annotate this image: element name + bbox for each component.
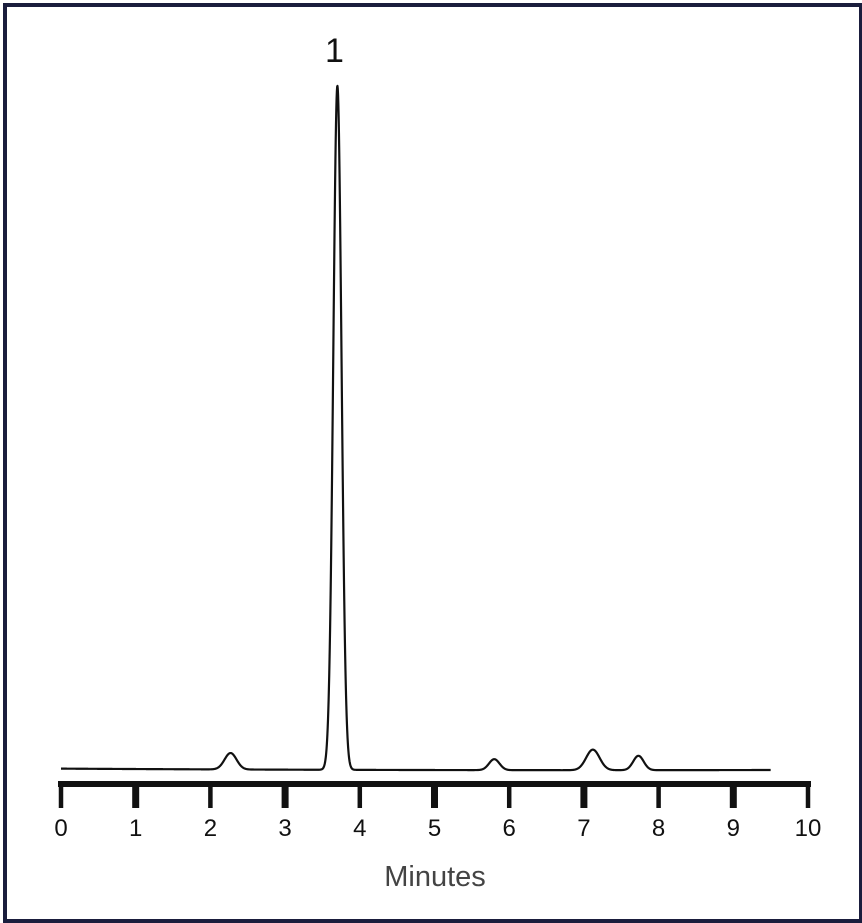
x-tick-label-8: 8 bbox=[652, 815, 665, 842]
x-tick-label-1: 1 bbox=[129, 815, 142, 842]
peak-label-1: 1 bbox=[325, 32, 344, 70]
x-tick-label-2: 2 bbox=[204, 815, 217, 842]
x-tick-label-6: 6 bbox=[503, 815, 516, 842]
x-tick-label-4: 4 bbox=[353, 815, 366, 842]
peak-labels: 1 bbox=[325, 32, 344, 70]
x-tick-label-0: 0 bbox=[54, 815, 67, 842]
x-tick-label-9: 9 bbox=[727, 815, 740, 842]
x-tick-label-3: 3 bbox=[278, 815, 291, 842]
chromatogram-trace bbox=[60, 84, 772, 772]
x-tick-label-10: 10 bbox=[795, 815, 822, 842]
x-axis-title: Minutes bbox=[384, 861, 486, 893]
x-tick-label-5: 5 bbox=[428, 815, 441, 842]
x-axis: 0 1 2 3 4 5 6 7 8 9 10 bbox=[54, 781, 822, 842]
x-tick-label-7: 7 bbox=[577, 815, 590, 842]
